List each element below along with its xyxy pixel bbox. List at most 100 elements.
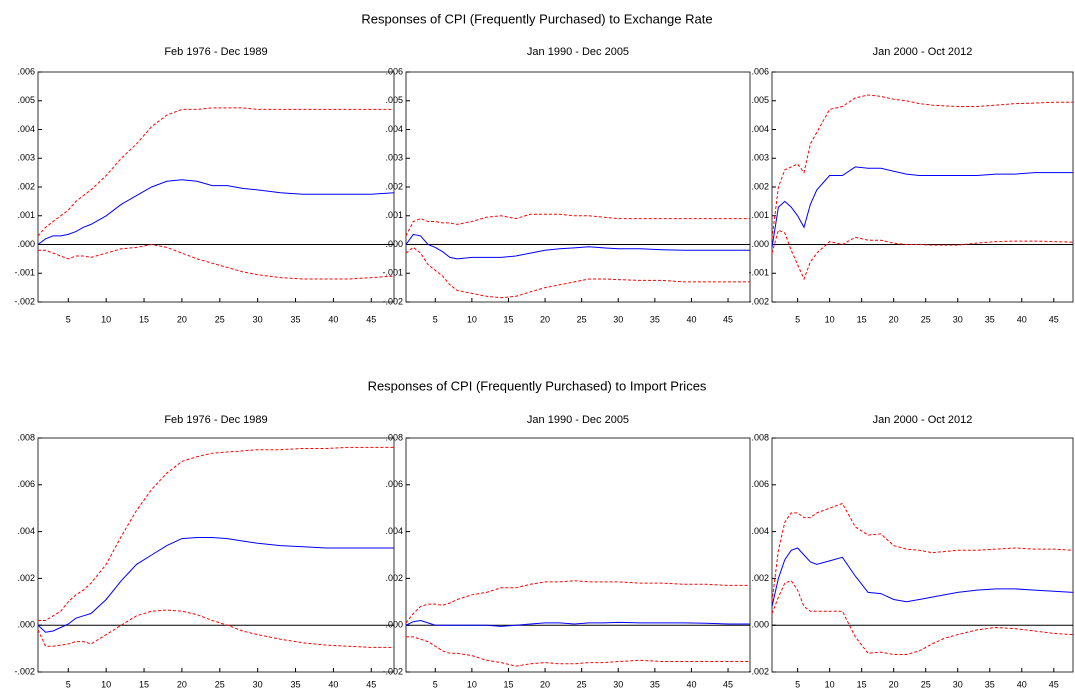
x-tick-label: 25: [577, 314, 587, 324]
x-tick-label: 10: [101, 314, 111, 324]
x-tick-label: 15: [857, 679, 867, 689]
x-tick-label: 45: [366, 679, 376, 689]
x-tick-label: 25: [215, 679, 225, 689]
series-line: [406, 636, 750, 667]
series-line: [771, 547, 1074, 607]
y-tick-label: -.002: [748, 296, 769, 306]
x-tick-label: 25: [577, 679, 587, 689]
plot-frame: [37, 71, 395, 303]
y-tick-label: .004: [751, 124, 769, 134]
x-tick-label: 40: [1017, 314, 1027, 324]
y-tick-label: -.001: [14, 268, 35, 278]
series-line: [405, 246, 750, 299]
y-tick-label: .004: [17, 124, 35, 134]
series-line: [405, 580, 750, 624]
x-tick-label: 40: [1017, 679, 1027, 689]
panel-title: Feb 1976 - Dec 1989: [164, 46, 267, 58]
x-tick-label: 30: [613, 679, 623, 689]
panel-title: Jan 2000 - Oct 2012: [873, 414, 973, 426]
series-line: [38, 243, 395, 280]
y-tick-label: -.002: [748, 666, 769, 676]
section-heading: Responses of CPI (Frequently Purchased) …: [368, 378, 707, 393]
y-tick-label: .002: [751, 573, 769, 583]
x-tick-label: 5: [795, 314, 800, 324]
x-tick-label: 45: [1049, 679, 1059, 689]
series-line: [37, 107, 394, 237]
x-tick-label: 10: [101, 679, 111, 689]
x-tick-label: 30: [253, 314, 263, 324]
x-tick-label: 40: [328, 314, 338, 324]
panel-title: Jan 1990 - Dec 2005: [527, 414, 629, 426]
y-tick-label: .006: [385, 66, 403, 76]
x-tick-label: 45: [723, 679, 733, 689]
plot-frame: [771, 437, 1074, 673]
y-tick-label: .002: [385, 573, 403, 583]
panel-title: Jan 1990 - Dec 2005: [527, 46, 629, 58]
y-tick-label: -.002: [14, 296, 35, 306]
x-tick-label: 20: [889, 679, 899, 689]
x-tick-label: 5: [433, 314, 438, 324]
y-tick-label: .001: [385, 210, 403, 220]
series-line: [405, 213, 750, 237]
y-tick-label: .000: [751, 620, 769, 630]
x-tick-label: 30: [953, 679, 963, 689]
y-tick-label: .000: [17, 620, 35, 630]
y-tick-label: .002: [385, 181, 403, 191]
x-tick-label: 5: [66, 314, 71, 324]
x-tick-label: 30: [613, 314, 623, 324]
y-tick-label: .004: [385, 124, 403, 134]
y-tick-label: .008: [385, 432, 403, 442]
y-tick-label: .006: [385, 479, 403, 489]
plot-frame: [771, 71, 1074, 303]
y-tick-label: -.002: [382, 296, 403, 306]
y-tick-label: .004: [385, 526, 403, 536]
panel-title: Feb 1976 - Dec 1989: [164, 414, 267, 426]
y-tick-label: .001: [751, 210, 769, 220]
series-line: [771, 229, 1074, 281]
series-line: [405, 619, 750, 627]
plot-frame: [37, 437, 395, 673]
x-tick-label: 15: [139, 679, 149, 689]
x-tick-label: 20: [889, 314, 899, 324]
series-line: [771, 94, 1073, 239]
y-tick-label: .005: [751, 95, 769, 105]
series-line: [37, 179, 395, 245]
x-tick-label: 25: [921, 679, 931, 689]
x-tick-label: 25: [921, 314, 931, 324]
y-tick-label: .000: [385, 620, 403, 630]
series-line: [771, 166, 1073, 248]
x-tick-label: 5: [795, 679, 800, 689]
y-tick-label: .000: [751, 239, 769, 249]
y-tick-label: .004: [17, 526, 35, 536]
x-tick-label: 10: [467, 679, 477, 689]
y-tick-label: .003: [751, 153, 769, 163]
x-tick-label: 5: [66, 679, 71, 689]
y-tick-label: .002: [751, 181, 769, 191]
x-tick-label: 45: [1049, 314, 1059, 324]
y-tick-label: .000: [385, 239, 403, 249]
x-tick-label: 20: [540, 679, 550, 689]
series-line: [405, 233, 750, 260]
y-tick-label: .006: [751, 479, 769, 489]
plot-frame: [405, 71, 751, 303]
y-tick-label: .006: [751, 66, 769, 76]
x-tick-label: 5: [433, 679, 438, 689]
y-tick-label: .004: [751, 526, 769, 536]
x-tick-label: 10: [467, 314, 477, 324]
x-tick-label: 30: [253, 679, 263, 689]
y-tick-label: -.001: [382, 268, 403, 278]
y-tick-label: -.002: [382, 666, 403, 676]
y-tick-label: .005: [385, 95, 403, 105]
x-tick-label: 20: [177, 679, 187, 689]
x-tick-label: 40: [328, 679, 338, 689]
panel-title: Jan 2000 - Oct 2012: [873, 46, 973, 58]
x-tick-label: 25: [215, 314, 225, 324]
x-tick-label: 10: [825, 314, 835, 324]
x-tick-label: 15: [503, 314, 513, 324]
y-tick-label: .001: [17, 210, 35, 220]
x-tick-label: 20: [177, 314, 187, 324]
x-tick-label: 15: [139, 314, 149, 324]
x-tick-label: 40: [686, 314, 696, 324]
series-line: [38, 446, 394, 621]
